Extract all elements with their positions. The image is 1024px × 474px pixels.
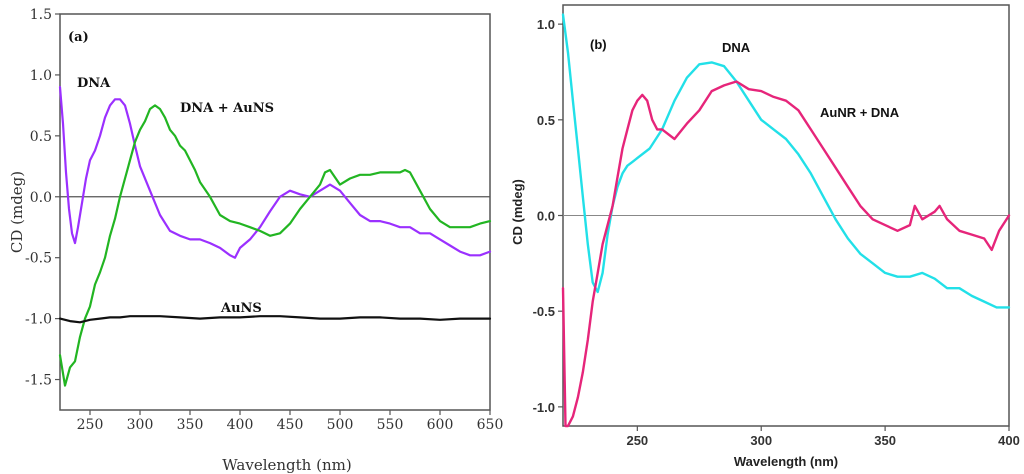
panel-b-xtick-label: 250 bbox=[626, 433, 648, 448]
panel-a-label: (a) bbox=[68, 30, 89, 45]
panel-a-xtick-label: 550 bbox=[377, 417, 404, 433]
panel-a-ytick-label: 0.0 bbox=[30, 190, 52, 206]
panel-b: (b) 250 300 350 400 1.0 0.5 0.0 -0.5 -1.0 CD (md… bbox=[510, 4, 1020, 469]
panel-b-xtick-label: 300 bbox=[750, 433, 772, 448]
panel-a-series-line-dna-auns bbox=[58, 104, 492, 387]
panel-b-xtick-label: 400 bbox=[998, 433, 1020, 448]
panel-a-series-line-auns bbox=[58, 315, 492, 324]
panel-a-ytick-label: 0.5 bbox=[30, 129, 52, 145]
panel-a: (a) 250 300 350 400 450 500 550 600 650 1.5 1.0 0.5… bbox=[8, 7, 503, 474]
panel-b-label: (b) bbox=[590, 37, 607, 52]
panel-a-annotation-dna-auns: DNA + AuNS bbox=[180, 101, 274, 116]
panel-b-annotation-dna: DNA bbox=[722, 40, 751, 55]
panel-b-ytick-label: -0.5 bbox=[533, 304, 555, 319]
panel-b-series-line-dna bbox=[561, 13, 1011, 309]
panel-a-ylabel: CD (mdeg) bbox=[8, 171, 26, 253]
panel-a-xtick-label: 500 bbox=[327, 417, 354, 433]
panel-a-series bbox=[58, 85, 492, 387]
panel-a-xtick-label: 600 bbox=[427, 417, 454, 433]
panel-b-annotation-aunr-dna: AuNR + DNA bbox=[820, 105, 900, 120]
panel-a-xtick-label: 650 bbox=[477, 417, 504, 433]
panel-b-ticks: 250 300 350 400 1.0 0.5 0.0 -0.5 -1.0 bbox=[533, 17, 1020, 448]
panel-b-ytick-label: 0.0 bbox=[537, 209, 555, 224]
panel-a-xtick-label: 350 bbox=[177, 417, 204, 433]
panel-b-ytick-label: -1.0 bbox=[533, 400, 555, 415]
panel-a-annotation-dna: DNA bbox=[77, 76, 111, 91]
panel-a-ytick-label: -0.5 bbox=[25, 251, 52, 267]
panel-a-xtick-label: 250 bbox=[77, 417, 104, 433]
panel-a-ytick-label: -1.5 bbox=[25, 373, 52, 389]
panel-a-xlabel: Wavelength (nm) bbox=[222, 456, 351, 474]
panel-b-ytick-label: 1.0 bbox=[537, 17, 555, 32]
panel-a-xtick-label: 300 bbox=[127, 417, 154, 433]
panel-b-ylabel: CD (mdeg) bbox=[510, 179, 525, 245]
panel-a-ytick-label: -1.0 bbox=[25, 312, 52, 328]
panel-a-annotation-auns: AuNS bbox=[220, 301, 262, 316]
panel-a-plot-frame bbox=[59, 13, 491, 411]
panel-b-xtick-label: 350 bbox=[874, 433, 896, 448]
panel-a-xtick-label: 400 bbox=[227, 417, 254, 433]
panel-b-series bbox=[561, 13, 1011, 428]
panel-a-xtick-label: 450 bbox=[277, 417, 304, 433]
panel-a-ytick-label: 1.5 bbox=[30, 7, 52, 23]
panel-b-series-line-aunr-dna bbox=[561, 80, 1011, 428]
panel-b-ytick-label: 0.5 bbox=[537, 113, 555, 128]
panel-a-ticks: 250 300 350 400 450 500 550 600 650 1.5 1.0 0.5 0.0 -… bbox=[25, 7, 503, 433]
panel-b-xlabel: Wavelength (nm) bbox=[734, 454, 838, 469]
panel-a-ytick-label: 1.0 bbox=[30, 68, 52, 84]
panel-a-series-line-dna bbox=[58, 85, 492, 259]
